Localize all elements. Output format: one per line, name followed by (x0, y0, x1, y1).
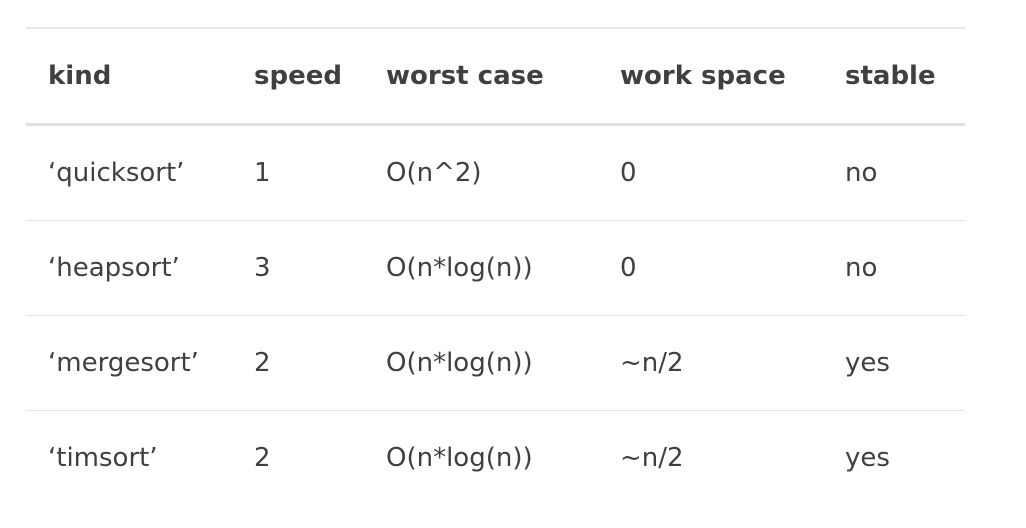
cell-kind: ‘timsort’ (48, 443, 158, 473)
cell-worst-case: O(n*log(n)) (386, 443, 533, 473)
header-worst-case: worst case (386, 61, 544, 91)
cell-worst-case: O(n^2) (386, 158, 482, 188)
cell-speed: 2 (254, 348, 271, 378)
cell-work-space: ~n/2 (620, 348, 684, 378)
cell-work-space: ~n/2 (620, 443, 684, 473)
table-body: ‘quicksort’ 1 O(n^2) 0 no ‘heapsort’ 3 O… (26, 125, 965, 506)
cell-speed: 3 (254, 253, 271, 283)
cell-work-space: 0 (620, 253, 637, 283)
table-row: ‘mergesort’ 2 O(n*log(n)) ~n/2 yes (26, 316, 965, 411)
header-work-space: work space (620, 61, 786, 91)
cell-kind: ‘heapsort’ (48, 253, 180, 283)
cell-stable: yes (845, 443, 890, 473)
table-row: ‘heapsort’ 3 O(n*log(n)) 0 no (26, 221, 965, 316)
table-row: ‘timsort’ 2 O(n*log(n)) ~n/2 yes (26, 411, 965, 506)
cell-kind: ‘mergesort’ (48, 348, 199, 378)
cell-stable: yes (845, 348, 890, 378)
header-kind: kind (48, 61, 112, 91)
cell-stable: no (845, 158, 878, 188)
sort-kinds-table: kind speed worst case work space stable … (26, 27, 965, 505)
cell-worst-case: O(n*log(n)) (386, 348, 533, 378)
cell-work-space: 0 (620, 158, 637, 188)
cell-speed: 1 (254, 158, 271, 188)
cell-speed: 2 (254, 443, 271, 473)
cell-worst-case: O(n*log(n)) (386, 253, 533, 283)
table-header: kind speed worst case work space stable (26, 28, 965, 125)
table-row: ‘quicksort’ 1 O(n^2) 0 no (26, 125, 965, 221)
header-speed: speed (254, 61, 342, 91)
header-stable: stable (845, 61, 936, 91)
cell-stable: no (845, 253, 878, 283)
cell-kind: ‘quicksort’ (48, 158, 185, 188)
sort-kinds-table-container: kind speed worst case work space stable … (26, 27, 965, 505)
header-row: kind speed worst case work space stable (26, 28, 965, 125)
